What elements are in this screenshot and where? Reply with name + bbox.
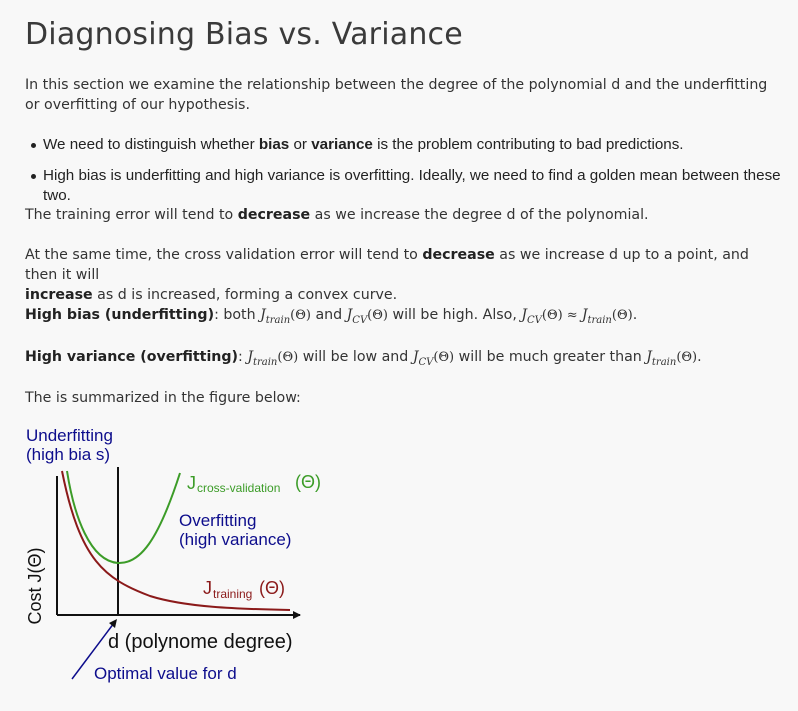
list-item: High bias is underfitting and high varia… xyxy=(25,166,795,204)
svg-text:training: training xyxy=(213,587,252,601)
bias-variance-figure: Underfitting (high bia s) Overfitting (h… xyxy=(25,426,321,683)
x-axis-arrow xyxy=(293,611,301,619)
high-variance-paragraph: High variance (overfitting): Jtrain(Θ) w… xyxy=(25,349,702,368)
svg-text:J: J xyxy=(203,578,212,598)
optimal-arrow-line xyxy=(71,622,115,680)
svg-text:(Θ): (Θ) xyxy=(295,472,321,492)
overfitting-label: Overfitting (high variance) xyxy=(179,511,291,549)
underfitting-label: Underfitting (high bia s) xyxy=(26,426,113,464)
optimal-value-label: Optimal value for d xyxy=(94,664,237,683)
svg-text:Underfitting: Underfitting xyxy=(26,426,113,445)
y-axis-label: Cost J(Θ) xyxy=(25,547,45,624)
page-title: Diagnosing Bias vs. Variance xyxy=(25,17,463,52)
training-error-paragraph: The training error will tend to decrease… xyxy=(25,207,649,223)
svg-text:Overfitting: Overfitting xyxy=(179,511,256,530)
summary-paragraph: The is summarized in the figure below: xyxy=(25,390,301,406)
intro-paragraph: In this section we examine the relations… xyxy=(25,77,768,113)
cv-error-paragraph: At the same time, the cross validation e… xyxy=(25,247,749,303)
training-error-curve xyxy=(61,470,291,611)
cv-error-curve xyxy=(66,470,181,565)
svg-text:J: J xyxy=(187,473,196,493)
bullet-list: We need to distinguish whether bias or v… xyxy=(25,135,795,204)
svg-text:(high bia s): (high bia s) xyxy=(26,445,110,464)
optimal-arrow-head xyxy=(109,619,117,628)
svg-text:(high variance): (high variance) xyxy=(179,530,291,549)
svg-text:(Θ): (Θ) xyxy=(259,578,285,598)
training-curve-label: J training (Θ) xyxy=(203,578,285,601)
svg-text:cross-validation: cross-validation xyxy=(197,481,280,495)
high-bias-paragraph: High bias (underfitting): both Jtrain(Θ)… xyxy=(25,307,638,326)
x-axis-label: d (polynome degree) xyxy=(108,631,293,653)
cv-curve-label: J cross-validation (Θ) xyxy=(187,472,321,495)
list-item: We need to distinguish whether bias or v… xyxy=(25,135,795,166)
